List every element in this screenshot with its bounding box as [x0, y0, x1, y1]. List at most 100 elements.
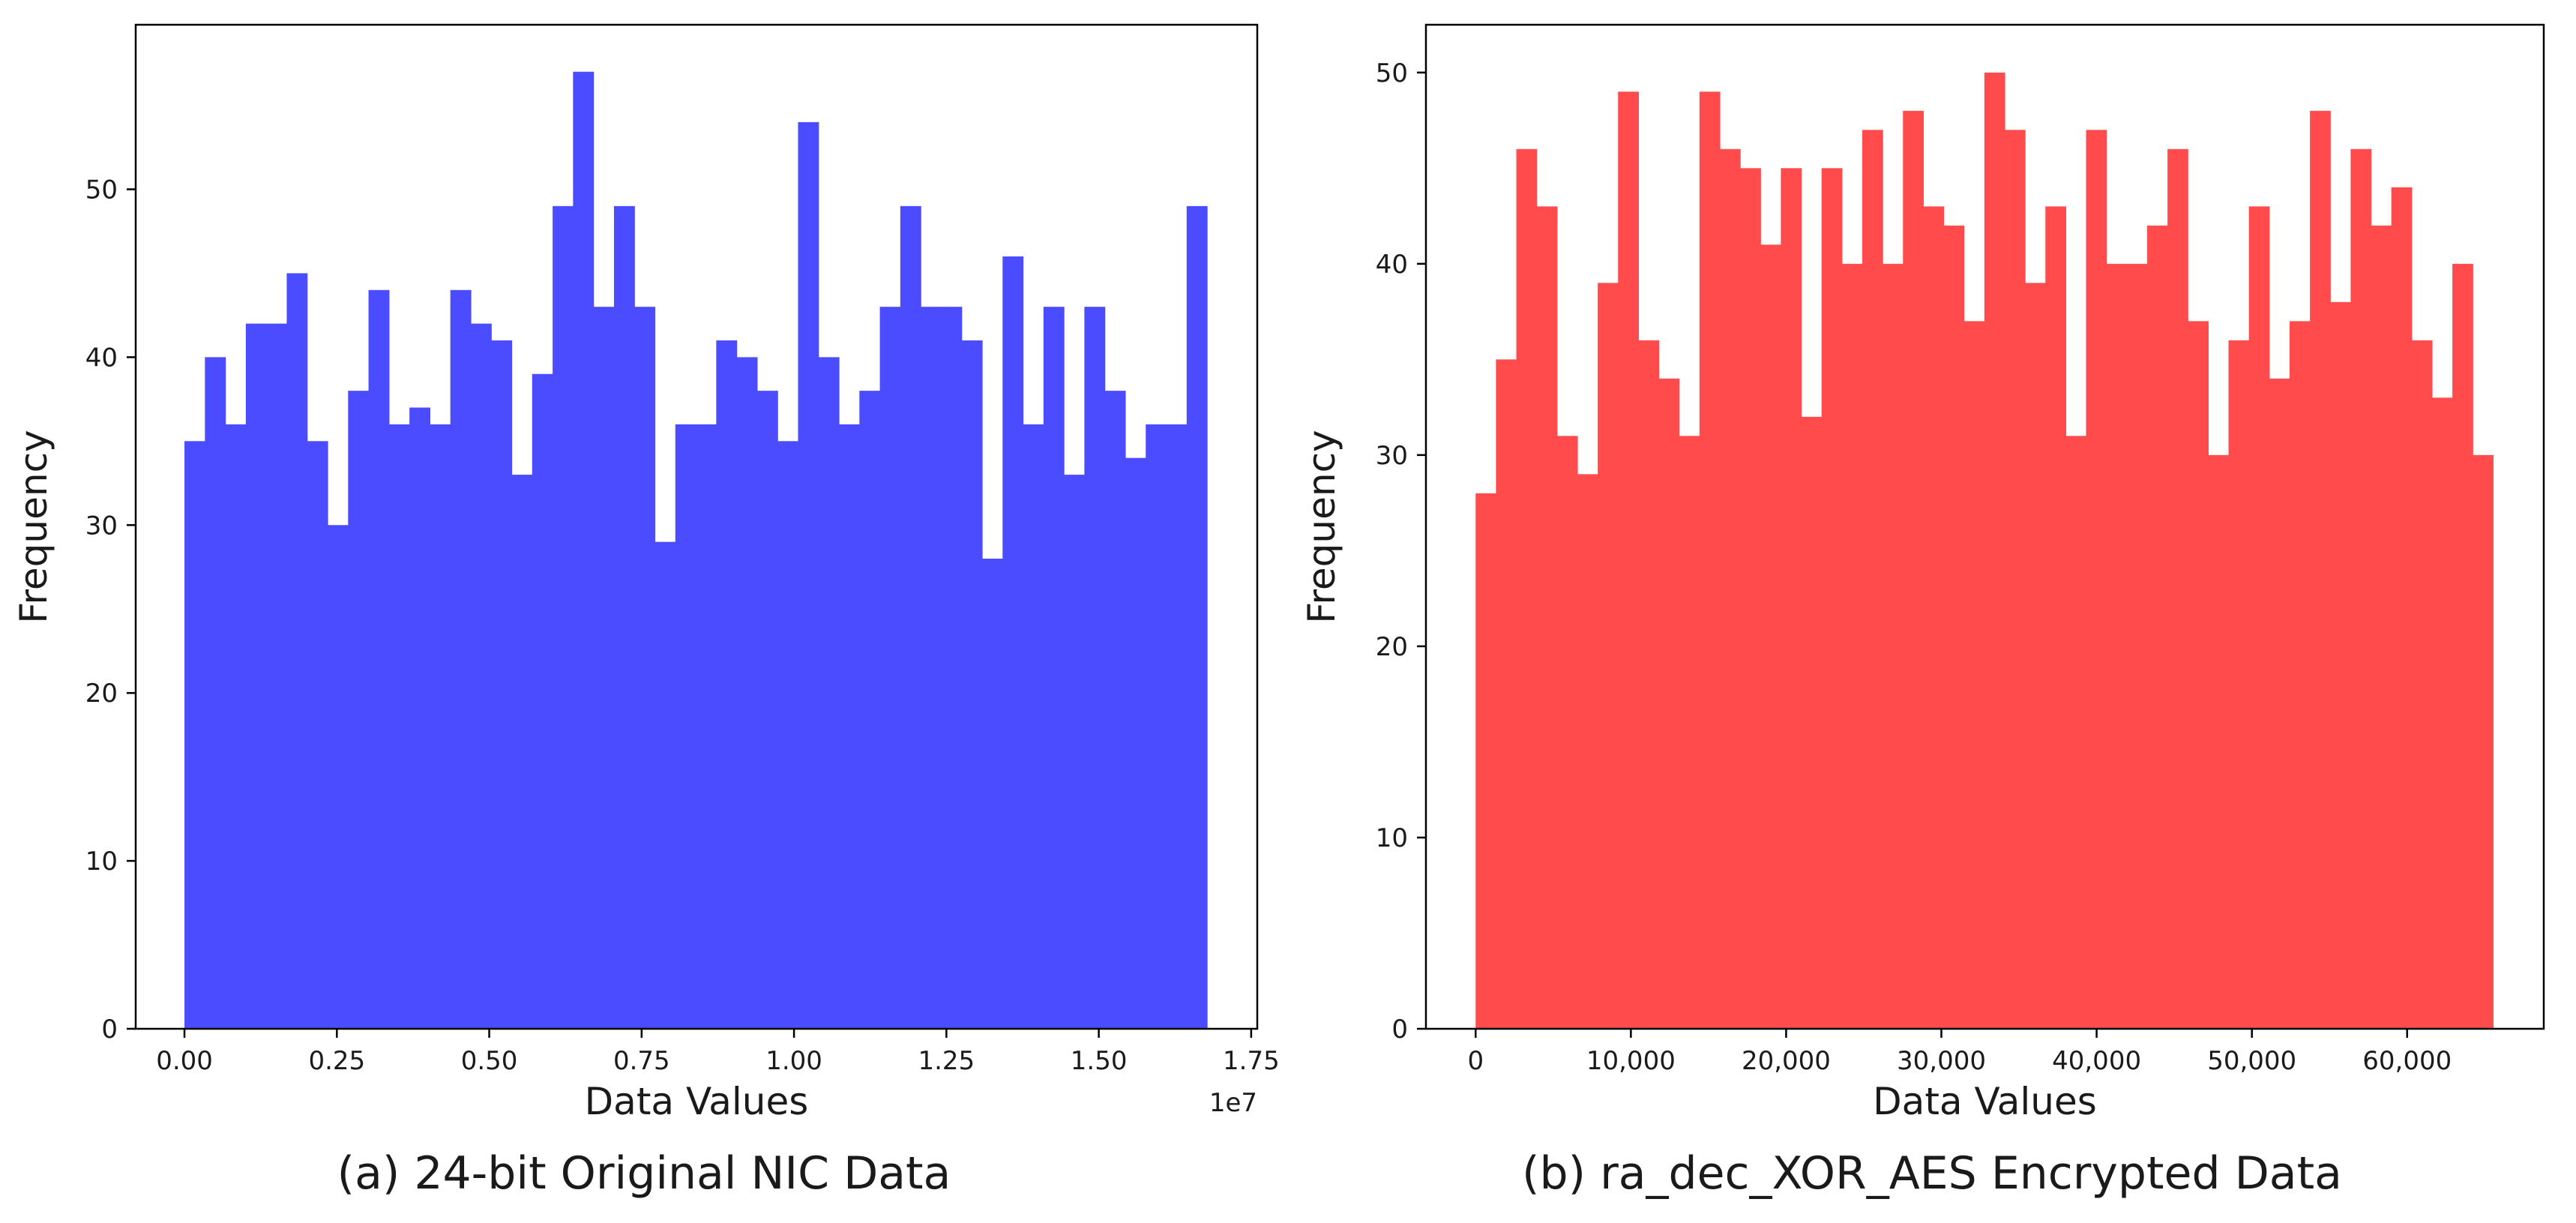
encrypted-y-tick-label: 50 — [1376, 58, 1408, 88]
encrypted-x-tick-label: 50,000 — [2207, 1046, 2296, 1076]
original-x-tick-label: 0.00 — [156, 1046, 213, 1076]
original-histogram-bar — [553, 205, 574, 1030]
original-histogram-bar — [532, 373, 553, 1029]
encrypted-histogram-bar — [1699, 91, 1721, 1029]
original-y-tick-label: 20 — [85, 679, 118, 709]
encrypted-histogram-bar — [1984, 72, 2005, 1029]
original-histogram-bar — [941, 307, 963, 1029]
encrypted-histogram-bar — [2126, 263, 2148, 1029]
original-histogram-bar — [593, 307, 615, 1029]
caption-original-nic-data: (a) 24-bit Original NIC Data — [337, 1147, 951, 1200]
original-histogram-bar — [328, 525, 349, 1029]
encrypted-histogram-bar — [2025, 283, 2046, 1029]
original-histogram-bar — [879, 307, 901, 1029]
original-histogram-bar — [839, 424, 860, 1029]
original-histogram-bar — [266, 323, 288, 1030]
encrypted-histogram-bar — [2391, 187, 2413, 1029]
original-histogram-bar — [654, 541, 676, 1029]
encrypted-y-tick-label: 20 — [1376, 632, 1408, 662]
encrypted-histogram-bar — [2065, 436, 2087, 1029]
original-x-tick-label: 1.00 — [765, 1046, 822, 1076]
original-y-tick-label: 50 — [85, 175, 118, 205]
encrypted-histogram-bar — [1536, 206, 1558, 1030]
encrypted-histogram-bar — [2004, 130, 2026, 1030]
original-histogram-bar — [225, 424, 247, 1029]
encrypted-axes-frame — [1424, 23, 2545, 1030]
encrypted-histogram-bar — [1923, 206, 1945, 1030]
original-y-tick-label: 10 — [85, 847, 118, 877]
original-histogram-bar — [1104, 391, 1126, 1029]
original-histogram-bar — [921, 307, 942, 1029]
encrypted-histogram-bar — [1658, 378, 1680, 1029]
original-histogram-bar — [859, 391, 881, 1029]
original-histogram-bar — [613, 205, 635, 1030]
encrypted-histogram-bar — [2086, 130, 2107, 1030]
original-y-axis-label: Frequency — [12, 430, 55, 623]
encrypted-histogram-bar — [2452, 263, 2473, 1029]
original-x-tick-label: 1.25 — [918, 1046, 975, 1076]
encrypted-y-tick-label: 0 — [1391, 1015, 1408, 1045]
encrypted-histogram-bar — [1821, 168, 1843, 1029]
original-histogram-bar — [1084, 307, 1106, 1029]
original-histogram-bar — [1043, 307, 1065, 1029]
encrypted-histogram-bar — [1638, 340, 1660, 1029]
encrypted-histogram-bar — [2350, 148, 2372, 1029]
original-histogram-bar — [818, 357, 840, 1029]
original-histogram-bar — [430, 424, 451, 1029]
encrypted-histogram-bar — [2431, 397, 2453, 1029]
encrypted-histogram-bar — [2248, 206, 2270, 1030]
original-histogram-bar — [1002, 256, 1024, 1029]
encrypted-histogram-bar — [1943, 225, 1965, 1029]
original-histogram-bar — [1146, 424, 1167, 1029]
original-axes-frame — [134, 23, 1259, 1030]
encrypted-histogram-bar — [1841, 263, 1863, 1029]
original-x-tick-label: 0.75 — [613, 1046, 670, 1076]
encrypted-y-tick-label: 10 — [1376, 823, 1408, 853]
original-x-axis-label: Data Values — [585, 1080, 809, 1123]
original-histogram-bar — [368, 289, 390, 1030]
encrypted-histogram-bar — [1903, 110, 1924, 1029]
original-histogram-bar — [736, 357, 758, 1029]
original-x-tick-label: 0.25 — [308, 1046, 365, 1076]
encrypted-histogram-bar — [2045, 206, 2066, 1030]
encrypted-x-tick-label: 10,000 — [1586, 1046, 1676, 1076]
original-histogram-bar — [388, 424, 410, 1029]
original-y-tick-label: 30 — [85, 511, 118, 541]
histogram-original-nic-data: 0.00 0.25 0.50 0.75 1.00 1.25 1.50 1.75 0 10 20 30 4… — [12, 23, 1280, 1123]
encrypted-y-tick-label: 30 — [1376, 441, 1408, 471]
encrypted-histogram-bar — [1781, 168, 1802, 1029]
encrypted-histogram-bar — [2473, 454, 2494, 1029]
encrypted-histogram-bar — [1618, 91, 1640, 1029]
encrypted-histogram-bar — [2330, 301, 2351, 1029]
encrypted-histogram-bar — [1862, 130, 1883, 1030]
original-histogram-bar — [1166, 424, 1188, 1029]
encrypted-x-tick-label: 0 — [1467, 1046, 1484, 1076]
encrypted-histogram-bar — [2106, 263, 2128, 1029]
original-histogram-bar — [675, 424, 696, 1029]
encrypted-x-tick-label: 40,000 — [2052, 1046, 2141, 1076]
encrypted-histogram-bar — [1740, 168, 1761, 1029]
histogram-encrypted-data: 0 10,000 20,000 30,000 40,000 50,000 60,000 0 10… — [1300, 23, 2545, 1123]
original-histogram-bar — [1125, 457, 1146, 1029]
encrypted-x-axis-label: Data Values — [1873, 1080, 2097, 1123]
original-histogram-bar — [961, 340, 983, 1029]
original-histogram-bar — [1023, 424, 1044, 1029]
encrypted-histogram-bar — [2188, 321, 2209, 1029]
original-histogram-bar — [1064, 475, 1086, 1029]
encrypted-histogram-bar — [2228, 340, 2250, 1029]
encrypted-y-axis-label: Frequency — [1300, 430, 1343, 623]
original-x-tick-label: 0.50 — [461, 1046, 518, 1076]
histogram-panel-original: 0.00 0.25 0.50 0.75 1.00 1.25 1.50 1.75 0 10 20 30 4… — [12, 23, 1280, 1200]
original-y-tick-label: 40 — [85, 343, 118, 373]
original-histogram-bar — [307, 441, 328, 1029]
original-histogram-bar — [756, 391, 778, 1029]
encrypted-histogram-bar — [1760, 244, 1782, 1030]
encrypted-histogram-bar — [1719, 148, 1741, 1029]
encrypted-histogram-bar — [2269, 378, 2290, 1029]
encrypted-histogram-bar — [2371, 225, 2392, 1029]
original-histogram-bar — [1186, 205, 1208, 1030]
encrypted-histogram-bar — [2167, 148, 2188, 1029]
encrypted-histogram-bar — [1679, 436, 1700, 1029]
original-histogram-bar — [716, 340, 738, 1029]
encrypted-histogram-bar — [2411, 340, 2433, 1029]
